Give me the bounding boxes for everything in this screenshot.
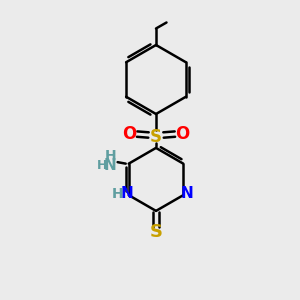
Text: O: O [175,125,190,143]
Text: N: N [181,186,193,201]
Text: S: S [149,223,163,241]
Text: H: H [104,148,116,163]
Text: S: S [150,128,162,146]
Text: O: O [122,125,137,143]
Text: N: N [104,158,116,173]
Text: H: H [97,159,107,172]
Text: N: N [121,186,134,201]
Text: H: H [112,187,123,201]
